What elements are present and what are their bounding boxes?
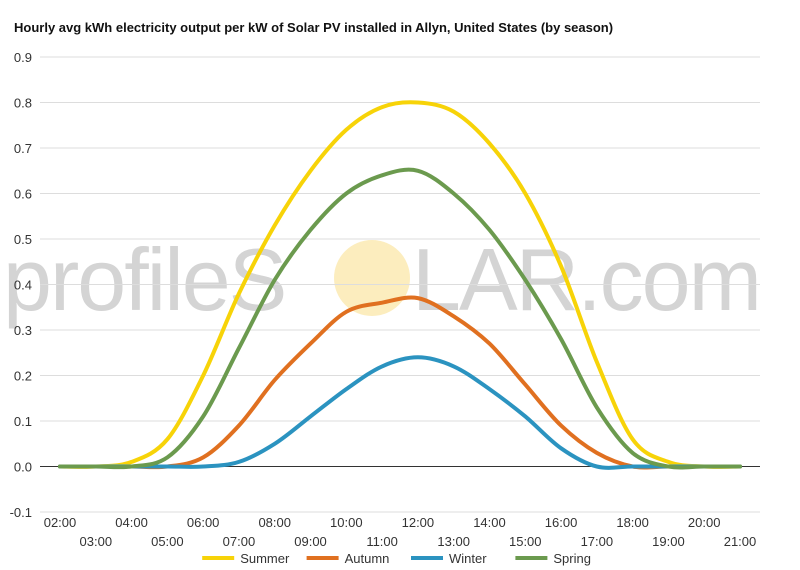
x-tick-label: 09:00 [294,534,327,549]
y-tick-label: 0.7 [14,141,32,156]
x-tick-label: 07:00 [223,534,256,549]
legend-label-winter: Winter [449,551,487,566]
legend: Summer Autumn Winter Spring [202,551,591,566]
watermark: profileS LAR.com [3,230,762,329]
x-tick-label: 04:00 [115,515,148,530]
y-tick-label: 0.1 [14,414,32,429]
y-tick-label: 0.2 [14,369,32,384]
legend-label-autumn: Autumn [345,551,390,566]
x-tick-label: 21:00 [724,534,757,549]
y-tick-label: 0.4 [14,278,32,293]
legend-label-summer: Summer [240,551,290,566]
x-tick-label: 08:00 [258,515,291,530]
x-tick-label: 13:00 [437,534,470,549]
y-tick-label: 0.0 [14,460,32,475]
x-tick-label: 12:00 [402,515,435,530]
y-tick-label: 0.3 [14,323,32,338]
series-lines [58,100,742,470]
x-tick-label: 06:00 [187,515,220,530]
y-axis: -0.1 0.0 0.1 0.2 0.3 0.4 0.5 0.6 0.7 0.8 0.9 [10,50,32,520]
x-tick-label: 05:00 [151,534,184,549]
x-tick-label: 20:00 [688,515,721,530]
y-tick-label: -0.1 [10,505,32,520]
watermark-text-right: LAR.com [412,230,760,329]
series-line-summer [58,100,742,469]
x-tick-label: 15:00 [509,534,542,549]
y-tick-label: 0.6 [14,187,32,202]
x-axis: 02:0003:0004:0005:0006:0007:0008:0009:00… [44,515,757,549]
grid-lines [40,56,760,513]
watermark-text-left: profileS [3,230,285,329]
x-tick-label: 03:00 [80,534,113,549]
series-line-winter [58,355,742,470]
x-tick-label: 17:00 [581,534,614,549]
series-line-spring [58,167,742,470]
y-tick-label: 0.5 [14,232,32,247]
y-tick-label: 0.8 [14,96,32,111]
x-tick-label: 19:00 [652,534,685,549]
x-tick-label: 10:00 [330,515,363,530]
watermark-sun [334,240,410,316]
x-tick-label: 11:00 [366,534,398,549]
x-tick-label: 02:00 [44,515,77,530]
x-tick-label: 16:00 [545,515,578,530]
x-tick-label: 14:00 [473,515,506,530]
y-tick-label: 0.9 [14,50,32,65]
x-tick-label: 18:00 [616,515,649,530]
legend-label-spring: Spring [553,551,591,566]
chart-title: Hourly avg kWh electricity output per kW… [14,20,614,35]
